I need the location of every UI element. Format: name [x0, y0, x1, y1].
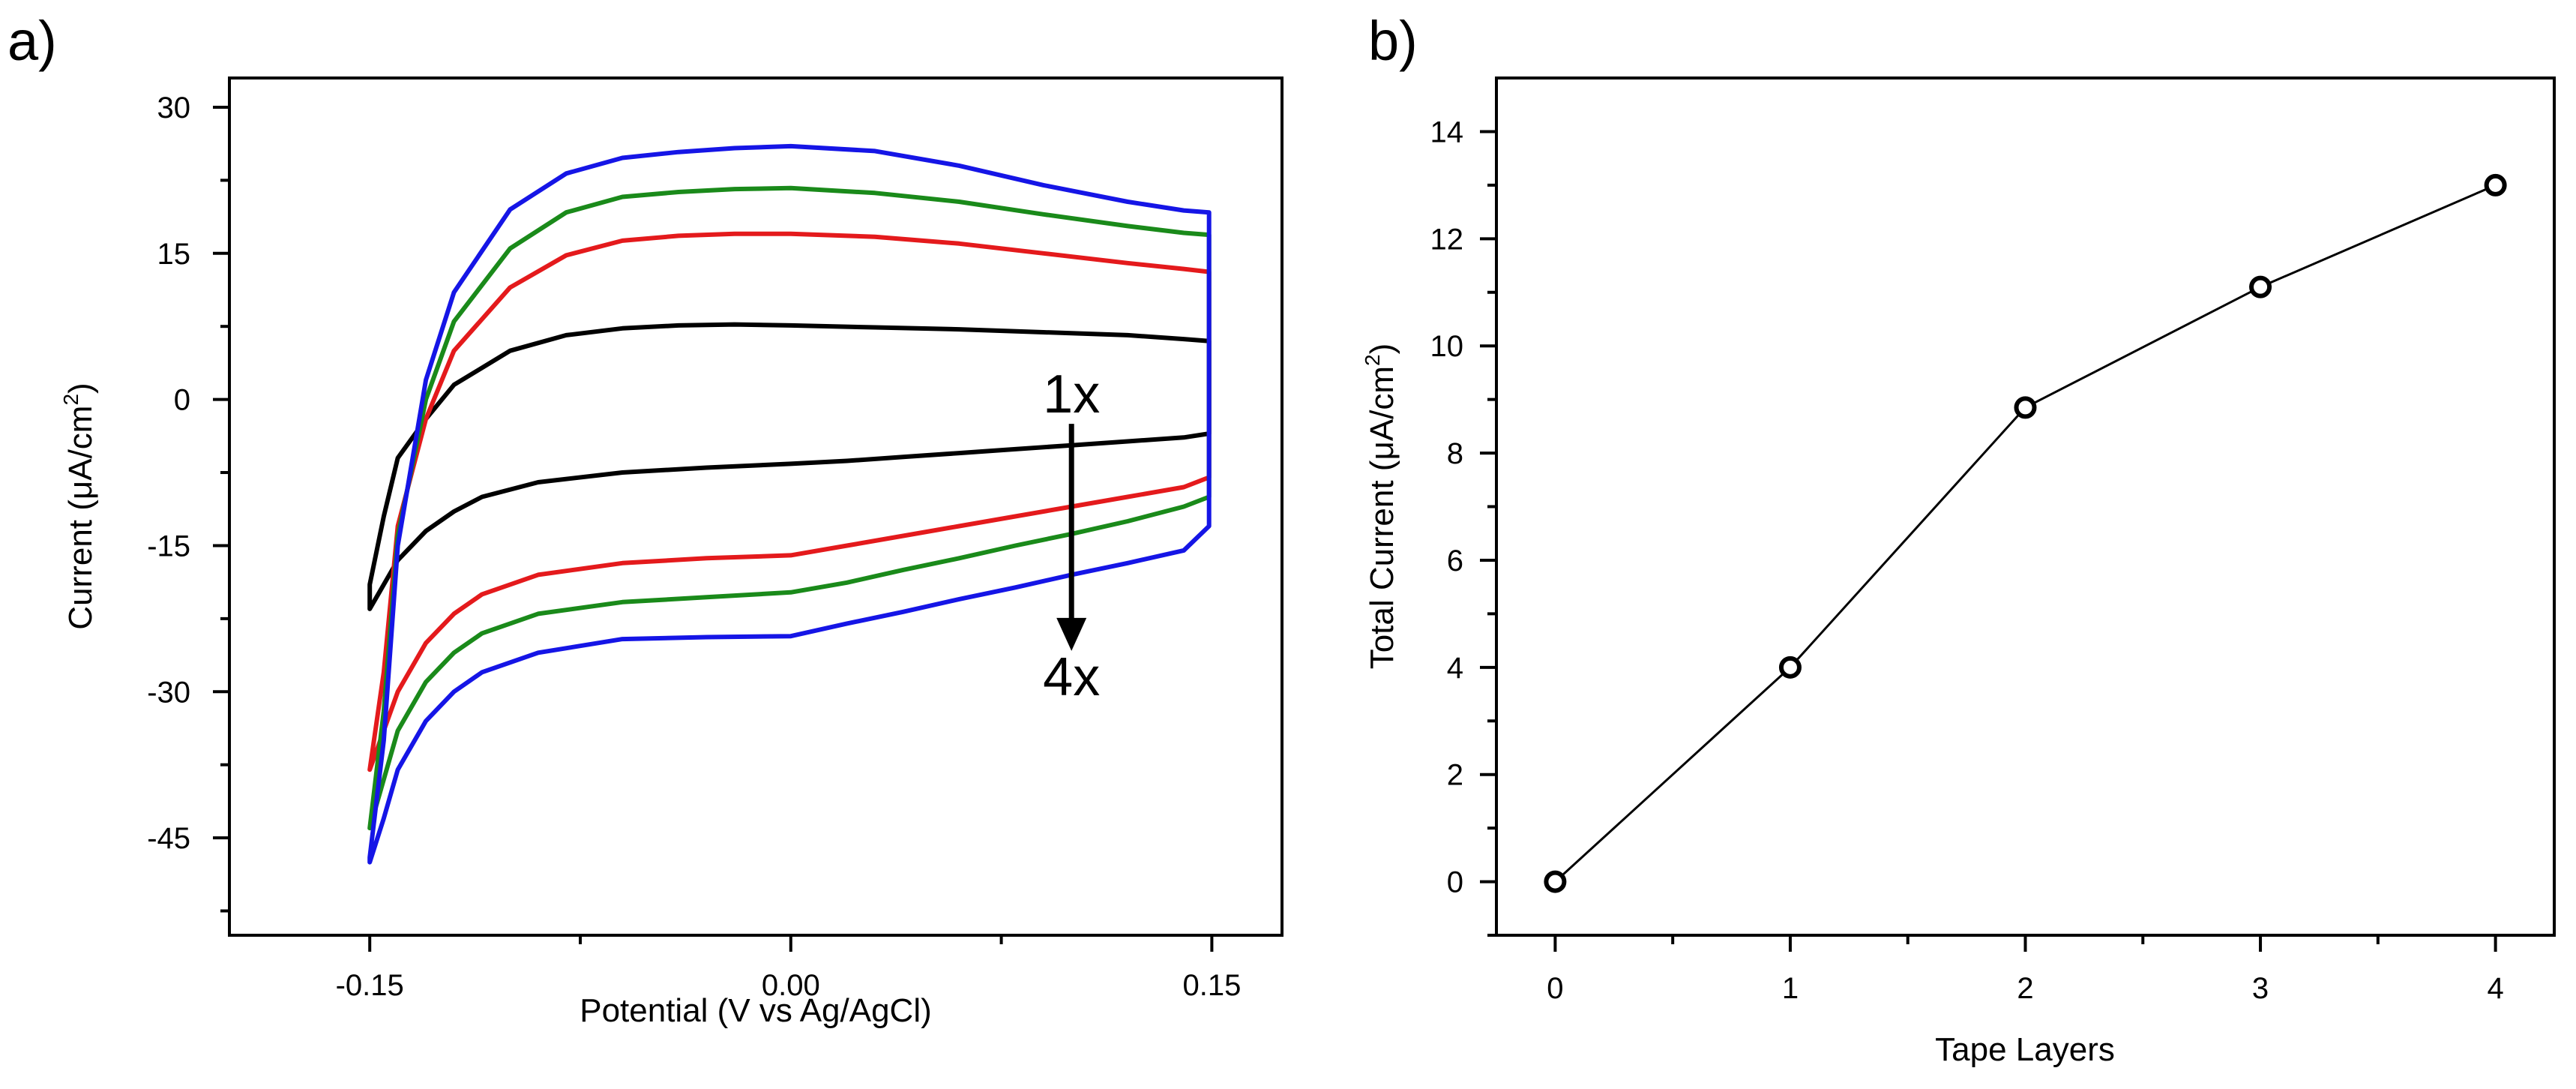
annotation-1x: 1x [1043, 364, 1100, 424]
panel-a-cyclic-voltammogram: a) -0.15 0.00 0.15 30 15 0 -15 -30 -45 1x 4x Pot… [7, 10, 1284, 1029]
data-point [2484, 173, 2507, 196]
panel-b-x-tick-label: 1 [1782, 972, 1799, 1005]
tape-layers-series [1544, 173, 2507, 893]
data-point [2014, 396, 2037, 419]
panel-b-x-tick-label: 0 [1547, 972, 1563, 1005]
panel-b-y-tick-label: 6 [1447, 544, 1463, 578]
cv-series-group [367, 143, 1212, 865]
panel-b-x-tick-label: 3 [2252, 972, 2269, 1005]
panel-b-x-tick-label: 2 [2017, 972, 2033, 1005]
panel-b-y-tick-label: 0 [1447, 866, 1463, 899]
data-point [1544, 870, 1567, 893]
cv-series-line-1 [367, 322, 1212, 611]
data-point [2249, 275, 2272, 298]
annotation-4x: 4x [1043, 647, 1100, 707]
tape-layers-line [1554, 184, 2497, 883]
panel-b-y-tick-label: 12 [1430, 223, 1464, 256]
panel-a-x-tick-label: 0.15 [1182, 969, 1241, 1002]
panel-b-y-tick-label: 2 [1447, 759, 1463, 792]
scan-arrow-annotation: 1x 4x [1043, 364, 1100, 707]
data-point [1778, 656, 1802, 679]
panel-b-label: b) [1368, 10, 1418, 72]
cv-series-line-3 [367, 185, 1212, 831]
panel-b-y-axis-title: Total Current (μA/cm2) [1361, 344, 1400, 670]
scan-arrow-head [1056, 617, 1087, 651]
cv-series-line-4 [367, 143, 1212, 865]
panel-b-plot-frame [1495, 76, 2556, 937]
panel-a-y-axis-title: Current (μA/cm2) [59, 382, 99, 629]
panel-a-x-tick-label: 0.00 [762, 969, 820, 1002]
panel-b-y-tick-label: 10 [1430, 330, 1464, 363]
panel-a-y-tick-label: -45 [147, 822, 190, 855]
panel-a-y-tick-label: 30 [157, 92, 191, 124]
panel-b-y-tick-label: 14 [1430, 116, 1464, 148]
panel-b-x-axis-title: Tape Layers [1935, 1031, 2115, 1068]
panel-a-ticks: -0.15 0.00 0.15 30 15 0 -15 -30 -45 [147, 92, 1241, 1002]
panel-b-x-tick-label: 4 [2487, 972, 2503, 1005]
panel-a-y-tick-label: 15 [157, 238, 191, 271]
panel-a-x-tick-label: -0.15 [336, 969, 404, 1002]
panel-a-label: a) [7, 10, 57, 72]
panel-a-plot-frame [228, 76, 1284, 937]
panel-a-y-tick-label: -30 [147, 676, 190, 709]
panel-a-y-tick-label: -15 [147, 530, 190, 562]
panel-a-x-axis-title: Potential (V vs Ag/AgCl) [580, 992, 932, 1029]
panel-a-y-tick-label: 0 [174, 384, 190, 417]
panel-b-y-tick-label: 8 [1447, 437, 1463, 470]
panel-b-y-tick-label: 4 [1447, 652, 1463, 685]
